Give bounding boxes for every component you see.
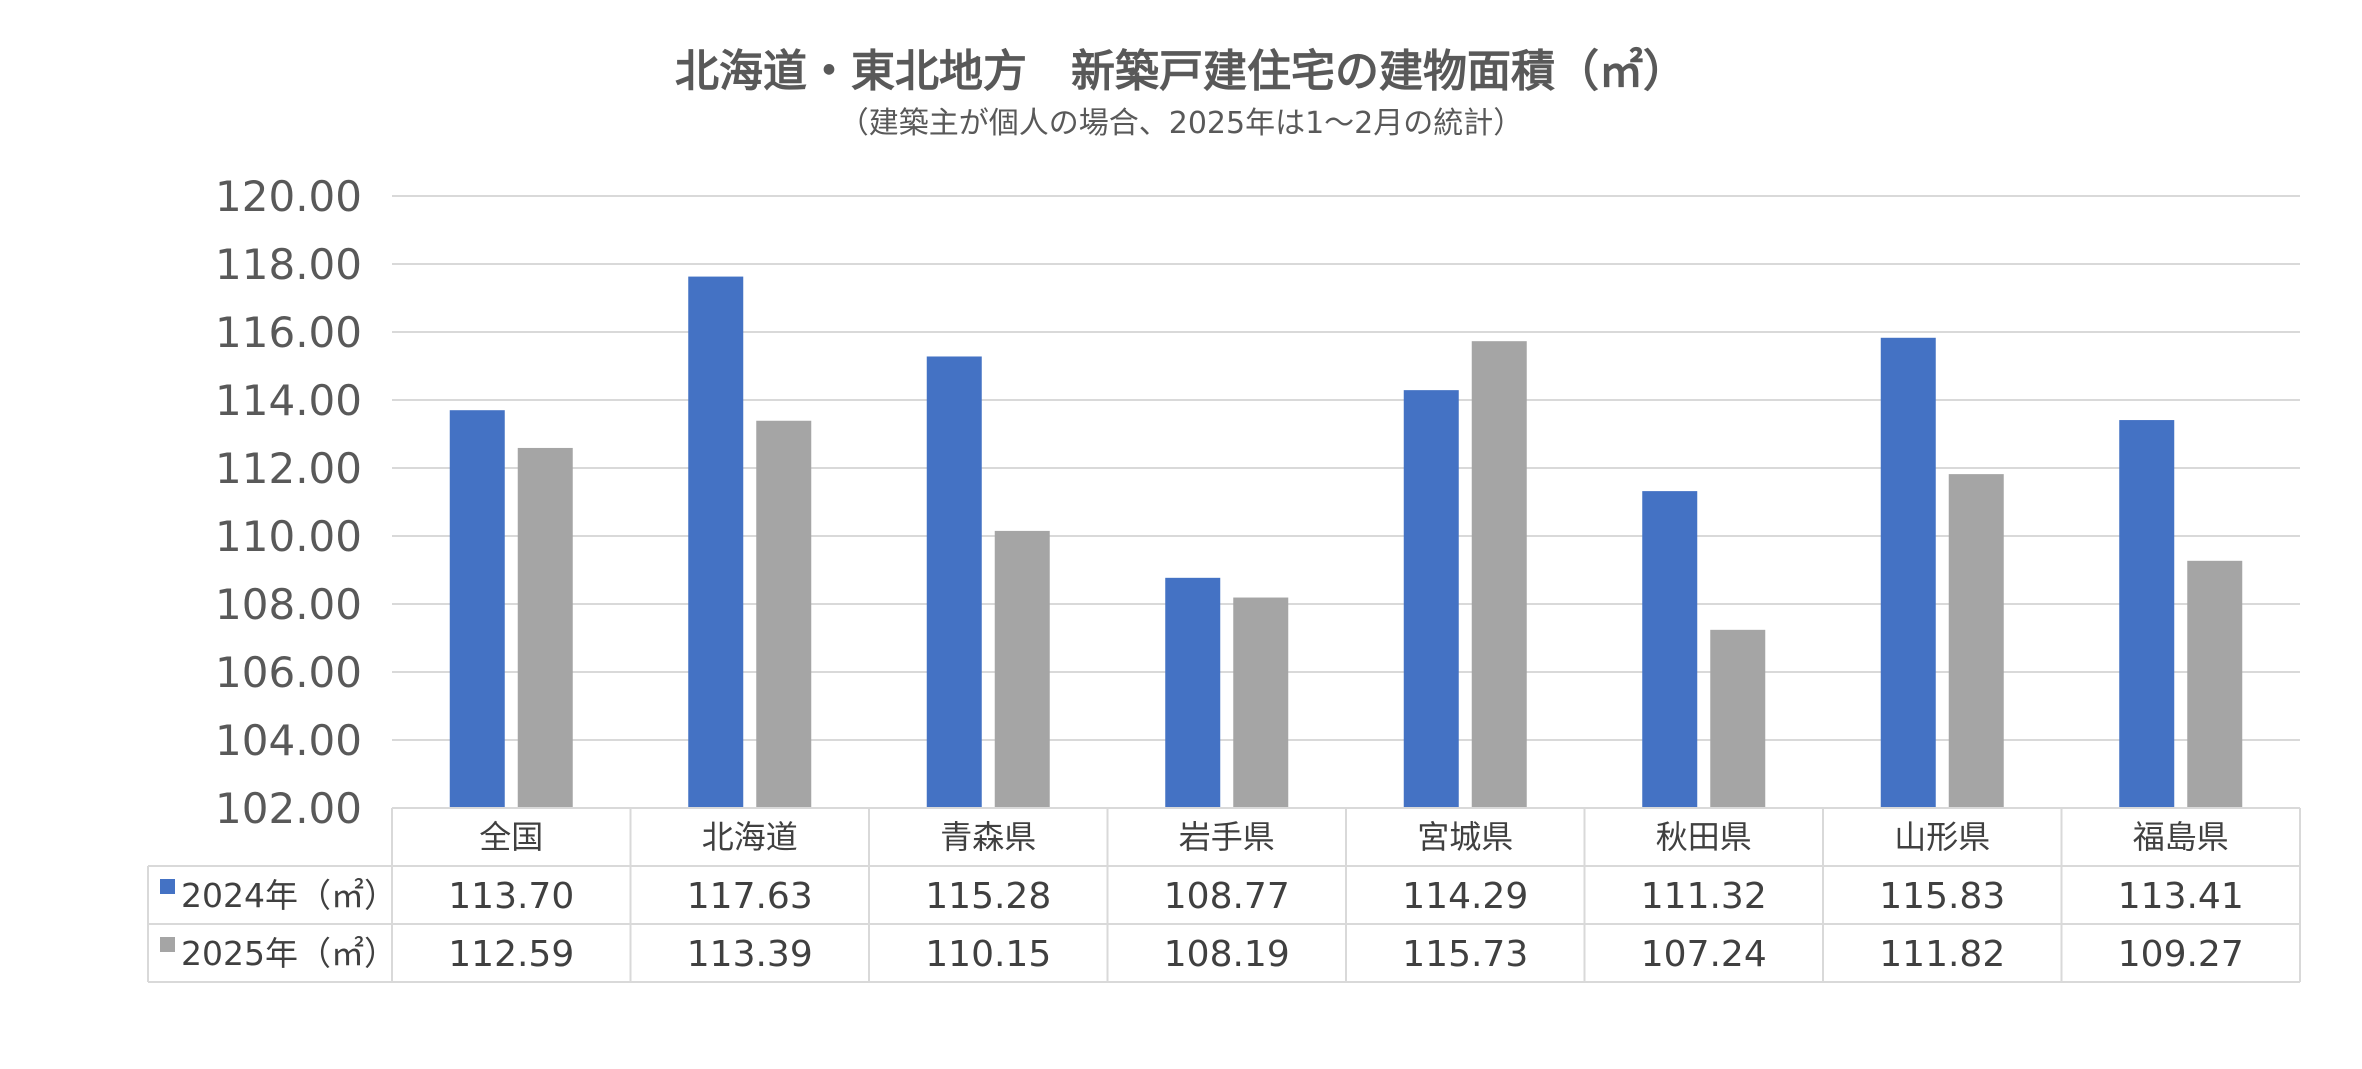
- bar-1-5: [1403, 390, 1459, 808]
- bar-2-4: [1233, 597, 1289, 808]
- y-tick-label: 120.00: [215, 172, 362, 221]
- data-label: 115.28: [925, 876, 1051, 917]
- series-name: 2024年（㎡）: [181, 876, 397, 915]
- data-label: 115.73: [1402, 934, 1528, 975]
- data-label: 108.19: [1164, 934, 1290, 975]
- bar-2-5: [1471, 341, 1527, 808]
- y-tick-label: 116.00: [215, 308, 362, 357]
- bar-1-3: [926, 356, 982, 808]
- category-label: 北海道: [702, 818, 798, 856]
- chart-title: 北海道・東北地方 新築戸建住宅の建物面積（㎡）: [675, 46, 1687, 97]
- legend-key: [160, 937, 175, 952]
- y-tick-label: 112.00: [215, 444, 362, 493]
- y-tick-label: 108.00: [215, 580, 362, 629]
- data-label: 111.82: [1879, 934, 2005, 975]
- data-label: 109.27: [2118, 934, 2244, 975]
- legend-key: [160, 879, 175, 894]
- y-axis-ticks: 102.00 104.00 106.00 108.00 110.00 112.00 114.…: [215, 172, 362, 833]
- bar-2-6: [1710, 629, 1766, 808]
- category-label: 岩手県: [1179, 818, 1275, 856]
- data-table: 全国 北海道 青森県 岩手県 宮城県 秋田県 山形県 福島県 2024年（㎡） 113.70 117…: [147, 807, 2301, 983]
- y-tick-label: 110.00: [215, 512, 362, 561]
- bar-1-1: [449, 410, 505, 808]
- category-label: 山形県: [1894, 818, 1990, 856]
- data-label: 112.59: [448, 934, 574, 975]
- bar-1-2: [688, 276, 744, 809]
- bar-2-7: [1948, 474, 2004, 808]
- y-tick-label: 118.00: [215, 240, 362, 289]
- bars: [449, 276, 2243, 809]
- bar-2-8: [2187, 560, 2243, 808]
- y-tick-label: 104.00: [215, 716, 362, 765]
- category-label: 秋田県: [1656, 818, 1752, 856]
- chart-subtitle: （建築主が個人の場合、2025年は1～2月の統計）: [839, 106, 1524, 141]
- category-label: 宮城県: [1417, 818, 1513, 856]
- data-label: 113.70: [448, 876, 574, 917]
- y-tick-label: 114.00: [215, 376, 362, 425]
- data-label: 114.29: [1402, 876, 1528, 917]
- data-label: 111.32: [1641, 876, 1767, 917]
- bar-2-1: [517, 447, 573, 808]
- data-label: 113.39: [687, 934, 813, 975]
- category-label: 青森県: [940, 818, 1036, 856]
- category-label: 福島県: [2133, 818, 2229, 856]
- data-label: 115.83: [1879, 876, 2005, 917]
- series-name: 2025年（㎡）: [181, 934, 397, 973]
- bar-1-7: [1880, 337, 1936, 808]
- data-label: 107.24: [1641, 934, 1767, 975]
- category-label: 全国: [479, 818, 543, 856]
- bar-2-2: [756, 420, 812, 808]
- bar-1-4: [1165, 577, 1221, 808]
- data-label: 117.63: [687, 876, 813, 917]
- data-label: 110.15: [925, 934, 1051, 975]
- data-label: 113.41: [2118, 876, 2244, 917]
- y-tick-label: 106.00: [215, 648, 362, 697]
- gridlines: [392, 195, 2300, 741]
- bar-1-6: [1642, 491, 1698, 808]
- data-label: 108.77: [1164, 876, 1290, 917]
- bar-2-3: [994, 530, 1050, 808]
- bar-1-8: [2119, 420, 2175, 808]
- y-tick-label: 102.00: [215, 784, 362, 833]
